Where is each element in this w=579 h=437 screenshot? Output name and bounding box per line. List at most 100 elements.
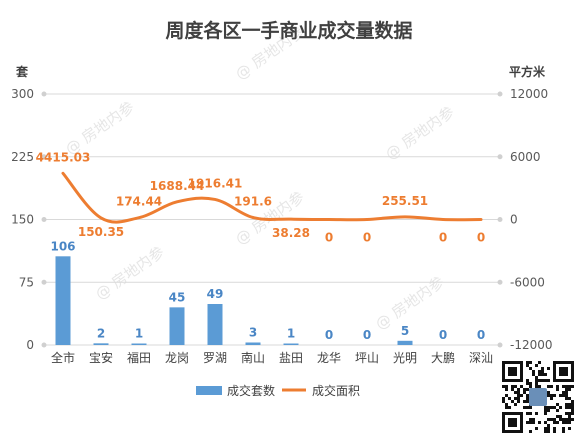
qr-module — [538, 379, 541, 382]
qr-module — [502, 385, 505, 388]
qr-module — [553, 421, 556, 424]
bar-data-label: 0 — [477, 328, 485, 342]
right-tick-label: -6000 — [510, 275, 545, 289]
qr-module — [556, 409, 559, 412]
qr-module — [514, 397, 517, 400]
qr-module — [529, 361, 532, 364]
tick-dot — [497, 154, 503, 160]
line-data-label: 191.6 — [234, 194, 272, 208]
qr-module — [511, 400, 514, 403]
bar-data-label: 1 — [287, 327, 295, 341]
qr-module — [529, 412, 532, 415]
qr-module — [532, 418, 535, 421]
qr-module — [532, 370, 535, 373]
qr-module — [529, 430, 532, 433]
qr-module — [568, 388, 571, 391]
qr-module — [523, 406, 526, 409]
line-data-label: 174.44 — [116, 195, 162, 209]
category-label: 南山 — [241, 350, 265, 365]
qr-module — [568, 406, 571, 409]
qr-module — [517, 391, 520, 394]
qr-module — [571, 406, 574, 409]
qr-module — [568, 403, 571, 406]
qr-module — [559, 415, 562, 418]
category-labels: 全市 宝安 福田 龙岗 罗湖 南山 盐田 龙华 坪山 光明 大鹏 深汕 — [51, 350, 493, 365]
qr-module — [565, 385, 568, 388]
qr-module — [550, 418, 553, 421]
qr-module — [544, 430, 547, 433]
qr-module — [571, 403, 574, 406]
category-label: 坪山 — [355, 351, 379, 365]
tick-dot — [497, 91, 503, 97]
qr-module — [529, 385, 532, 388]
bar-labels: 106 2 1 45 49 3 1 0 0 5 0 0 — [50, 239, 485, 342]
left-tick-label: 150 — [11, 213, 34, 227]
right-tick-label: 6000 — [510, 150, 541, 164]
qr-module — [523, 400, 526, 403]
qr-module — [547, 394, 550, 397]
category-label: 盐田 — [279, 351, 303, 365]
category-label: 全市 — [51, 350, 75, 365]
qr-module — [505, 385, 508, 388]
legend: 成交套数 成交面积 — [196, 383, 360, 398]
qr-module — [547, 424, 550, 427]
line-data-label: 150.35 — [78, 225, 124, 239]
line-data-label: 38.28 — [272, 226, 310, 240]
qr-module — [520, 394, 523, 397]
qr-module — [565, 418, 568, 421]
right-axis-ticks: 12000 6000 0 -6000 -12000 — [510, 87, 553, 352]
qr-module — [505, 394, 508, 397]
qr-module — [550, 406, 553, 409]
qr-module — [526, 406, 529, 409]
bar-data-label: 0 — [363, 328, 371, 342]
qr-module — [559, 418, 562, 421]
qr-module — [559, 406, 562, 409]
qr-module — [538, 361, 541, 364]
category-label: 龙华 — [317, 351, 341, 365]
left-tick-label: 225 — [11, 150, 34, 164]
bar-data-label: 5 — [401, 324, 409, 338]
qr-module — [526, 412, 529, 415]
legend-bar-swatch — [196, 386, 222, 395]
qr-module — [526, 379, 529, 382]
qr-module — [535, 385, 538, 388]
qr-module — [535, 364, 538, 367]
category-label: 罗湖 — [203, 350, 227, 365]
qr-module — [553, 394, 556, 397]
qr-module — [547, 385, 550, 388]
qr-module — [565, 406, 568, 409]
qr-module — [571, 385, 574, 388]
qr-module — [517, 388, 520, 391]
tick-dot — [41, 279, 47, 285]
qr-module — [529, 367, 532, 370]
qr-module — [526, 388, 529, 391]
bar-data-label: 0 — [325, 328, 333, 342]
qr-module — [526, 400, 529, 403]
qr-module — [547, 430, 550, 433]
qr-module — [562, 421, 565, 424]
qr-module — [544, 421, 547, 424]
qr-module — [547, 367, 550, 370]
qr-module — [526, 394, 529, 397]
chart-title: 周度各区一手商业成交量数据 — [165, 19, 412, 42]
watermark-text: @ 房地内参 — [382, 103, 458, 164]
qr-finder-core — [559, 367, 568, 376]
bar — [169, 307, 185, 345]
qr-module — [544, 409, 547, 412]
qr-module — [550, 385, 553, 388]
qr-module — [541, 367, 544, 370]
qr-module — [562, 418, 565, 421]
qr-module — [538, 421, 541, 424]
qr-module — [514, 391, 517, 394]
qr-module — [550, 397, 553, 400]
qr-module — [511, 388, 514, 391]
bar-data-label: 49 — [207, 287, 224, 301]
qr-module — [568, 385, 571, 388]
left-tick-label: 75 — [19, 275, 34, 289]
qr-finder-core — [508, 418, 517, 427]
qr-finder-core — [508, 367, 517, 376]
tick-dot — [41, 217, 47, 222]
qr-module — [565, 388, 568, 391]
qr-module — [535, 376, 538, 379]
